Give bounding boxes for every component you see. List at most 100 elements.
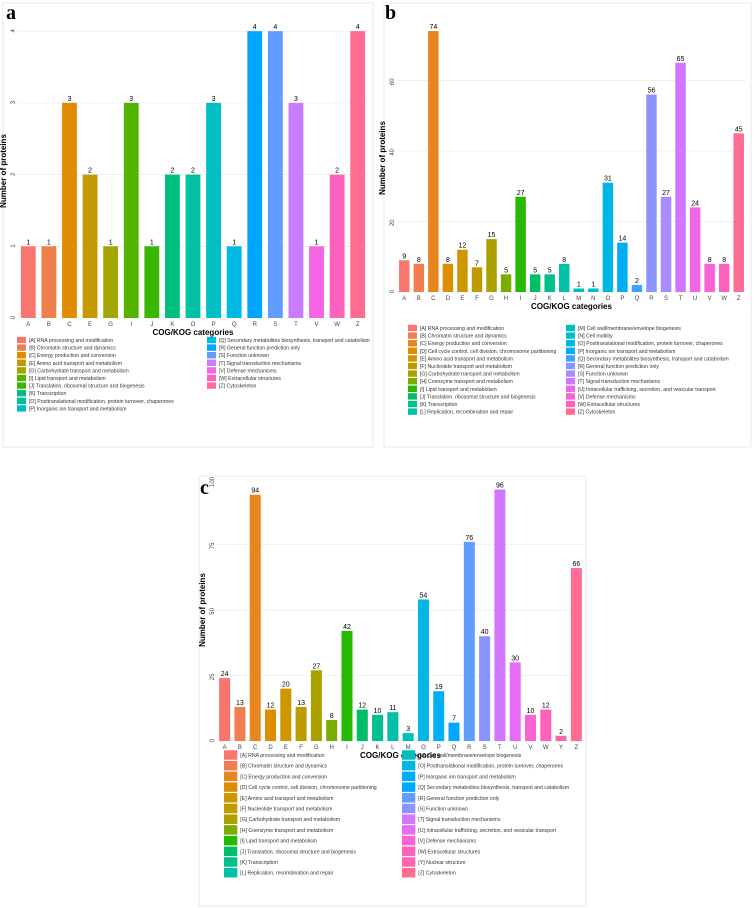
legend-swatch-a-G bbox=[17, 367, 26, 374]
legend-label-c-D: [D] Cell cycle control, cell division, c… bbox=[240, 785, 376, 791]
legend-swatch-b-G bbox=[408, 370, 417, 377]
x-tick-label-c-R: R bbox=[467, 745, 472, 751]
y-axis-title-b: Number of proteins bbox=[378, 121, 387, 195]
legend-label-b-U: [U] Intracellular trafficking, secretion… bbox=[578, 387, 716, 393]
x-tick-label-b-M: M bbox=[576, 296, 581, 302]
x-tick-label-a-Q: Q bbox=[232, 322, 237, 328]
value-label-b-E: 12 bbox=[459, 243, 467, 250]
legend-swatch-b-O bbox=[566, 340, 575, 347]
legend-swatch-b-U bbox=[566, 385, 575, 392]
legend-swatch-a-C bbox=[17, 352, 26, 359]
y-tick-label-b-2: 40 bbox=[390, 148, 396, 155]
value-label-b-H: 5 bbox=[504, 267, 508, 274]
panel-letter-c: c bbox=[200, 477, 209, 499]
x-tick-label-c-B: B bbox=[238, 745, 242, 751]
y-axis-title-c: Number of proteins bbox=[198, 573, 207, 647]
x-tick-label-c-U: U bbox=[513, 745, 517, 751]
legend-swatch-b-Z bbox=[566, 408, 575, 415]
x-tick-label-c-O: O bbox=[421, 745, 426, 751]
bar-a-V bbox=[309, 246, 324, 318]
legend-label-c-O: [O] Posttranslational modification, prot… bbox=[418, 764, 563, 770]
value-label-b-R: 56 bbox=[648, 88, 656, 95]
value-label-c-E: 20 bbox=[282, 682, 290, 689]
bar-b-L bbox=[558, 263, 570, 292]
y-tick-label-b-3: 60 bbox=[390, 78, 396, 85]
bar-c-B bbox=[234, 706, 246, 741]
legend-swatch-b-K bbox=[408, 400, 417, 408]
bar-b-G bbox=[486, 239, 497, 292]
legend-swatch-c-B bbox=[224, 760, 238, 771]
legend-label-c-T: [T] Signal transduction mechanisms bbox=[418, 817, 501, 823]
bar-b-H bbox=[500, 274, 512, 292]
legend-swatch-b-W bbox=[566, 400, 575, 408]
value-label-a-Q: 1 bbox=[232, 239, 236, 246]
legend-swatch-c-U bbox=[402, 825, 416, 835]
bar-b-I bbox=[515, 196, 526, 292]
bar-c-T bbox=[494, 489, 506, 741]
panel-letter-b: b bbox=[385, 2, 396, 24]
value-label-a-P: 3 bbox=[212, 96, 216, 103]
x-tick-label-c-F: F bbox=[299, 745, 303, 751]
bar-b-Z bbox=[733, 133, 744, 292]
x-tick-label-b-E: E bbox=[460, 296, 464, 302]
legend-swatch-c-G bbox=[224, 814, 238, 824]
value-label-c-K: 10 bbox=[374, 708, 382, 715]
y-tick-label-c-1: 25 bbox=[210, 673, 216, 680]
x-tick-label-b-L: L bbox=[563, 296, 567, 302]
bar-b-B bbox=[413, 263, 425, 292]
value-label-c-D: 12 bbox=[267, 703, 275, 710]
x-tick-label-c-S: S bbox=[483, 745, 487, 751]
bar-c-R bbox=[463, 541, 475, 741]
legend-label-c-H: [H] Coenzyme transport and metabolism bbox=[240, 828, 333, 834]
x-tick-label-a-A: A bbox=[26, 322, 30, 328]
legend-swatch-a-J bbox=[17, 382, 26, 389]
legend-swatch-b-J bbox=[408, 393, 417, 400]
legend-swatch-b-L bbox=[408, 408, 417, 415]
legend-swatch-a-W bbox=[207, 374, 216, 382]
value-label-c-F: 13 bbox=[297, 700, 305, 707]
value-label-c-U: 30 bbox=[511, 655, 519, 662]
legend-swatch-a-R bbox=[207, 344, 216, 351]
bar-b-A bbox=[399, 260, 410, 292]
bar-a-I bbox=[123, 102, 139, 318]
y-tick-label-c-3: 75 bbox=[210, 542, 216, 549]
value-label-c-A: 24 bbox=[221, 671, 229, 678]
x-tick-label-c-H: H bbox=[330, 745, 334, 751]
value-label-a-C: 3 bbox=[68, 96, 72, 103]
bar-b-O bbox=[602, 182, 614, 292]
y-tick-label-b-0: 0 bbox=[390, 289, 396, 293]
value-label-c-B: 13 bbox=[236, 700, 244, 707]
value-label-b-M: 1 bbox=[577, 281, 581, 288]
legend-label-a-A: [A] RNA processing and modification bbox=[29, 338, 113, 344]
bar-b-K bbox=[544, 274, 555, 292]
x-tick-label-a-T: T bbox=[294, 322, 298, 328]
value-label-c-C: 94 bbox=[251, 488, 259, 495]
legend-label-b-J: [J] Translation, ribosomal structure and… bbox=[420, 394, 536, 400]
x-axis-title-b: COG/KOG categories bbox=[531, 302, 612, 311]
value-label-c-R: 76 bbox=[465, 535, 473, 542]
value-label-c-Q: 7 bbox=[452, 716, 456, 723]
value-label-a-V: 1 bbox=[315, 239, 319, 246]
value-label-a-G: 1 bbox=[109, 239, 113, 246]
legend-label-c-A: [A] RNA processing and modification bbox=[240, 753, 324, 759]
bar-a-K bbox=[165, 174, 180, 318]
legend-swatch-c-R bbox=[402, 793, 416, 803]
legend-label-b-L: [L] Replication, recombination and repai… bbox=[420, 410, 513, 416]
bar-b-V bbox=[704, 263, 715, 292]
bar-a-Q bbox=[226, 246, 242, 318]
legend-label-a-G: [G] Carbohydrate transport and metabolis… bbox=[29, 368, 129, 374]
x-tick-label-c-I: I bbox=[346, 745, 348, 751]
legend-swatch-c-L bbox=[224, 867, 238, 878]
legend-swatch-c-D bbox=[224, 782, 238, 792]
legend-swatch-a-T bbox=[207, 359, 216, 366]
x-tick-label-b-G: G bbox=[489, 296, 494, 302]
bar-c-S bbox=[479, 636, 491, 741]
legend-swatch-b-M bbox=[566, 324, 575, 332]
legend-label-a-C: [C] Energy production and conversion bbox=[29, 353, 116, 359]
value-label-b-Z: 45 bbox=[735, 126, 743, 133]
x-tick-label-b-C: C bbox=[431, 296, 436, 302]
legend-label-c-L: [L] Replication, recombination and repai… bbox=[240, 871, 333, 877]
x-tick-label-a-C: C bbox=[67, 322, 72, 328]
bar-a-P bbox=[206, 102, 221, 318]
legend-label-c-W: [W] Extracellular structures bbox=[418, 849, 480, 855]
